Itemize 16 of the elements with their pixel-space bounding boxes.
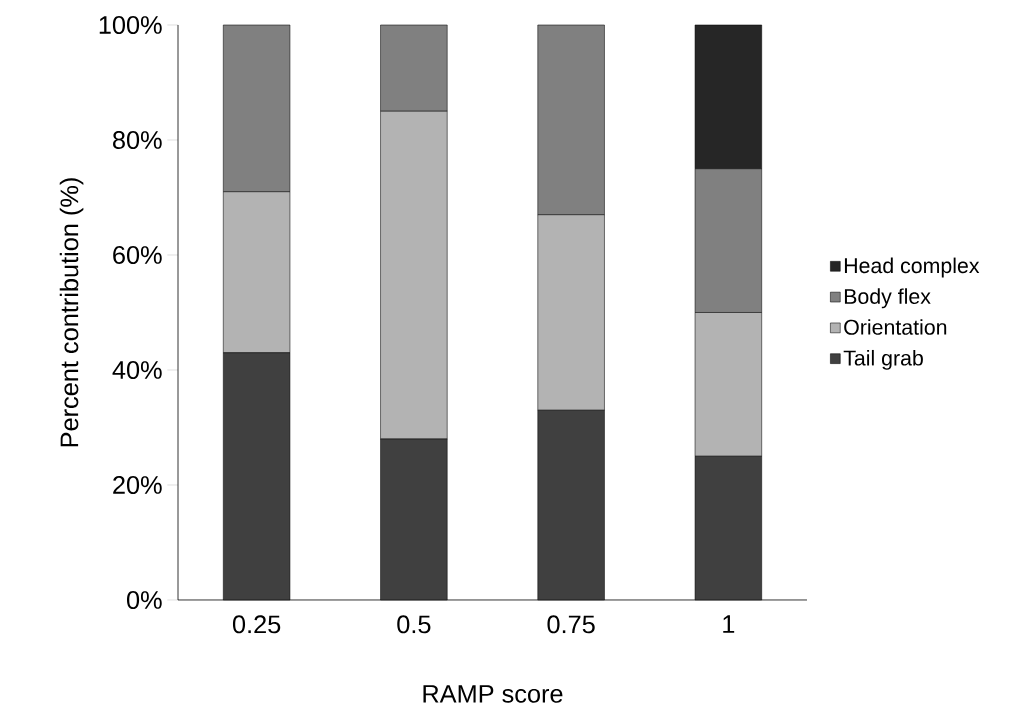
y-tick-label: 100% bbox=[99, 16, 162, 34]
x-tick-label: 0.75 bbox=[547, 615, 595, 634]
legend-label: Body flex bbox=[844, 288, 931, 309]
legend-label: Tail grab bbox=[843, 349, 923, 370]
legend-label: Orientation bbox=[844, 319, 947, 335]
y-tick-label: 60% bbox=[113, 246, 162, 264]
legend-label: Head complex bbox=[844, 257, 980, 278]
y-tick-label: 40% bbox=[112, 361, 162, 379]
y-tick-label: 80% bbox=[113, 131, 162, 149]
x-axis-title: RAMP score bbox=[423, 685, 563, 703]
y-tick-label: 0% bbox=[126, 591, 162, 609]
x-tick-label: 0.5 bbox=[397, 615, 431, 634]
x-tick-label: 0.25 bbox=[232, 615, 281, 634]
x-tick-label: 1 bbox=[723, 615, 735, 633]
y-axis-title: Percent contribution (%) bbox=[59, 178, 84, 447]
y-tick-label: 20% bbox=[113, 476, 162, 494]
